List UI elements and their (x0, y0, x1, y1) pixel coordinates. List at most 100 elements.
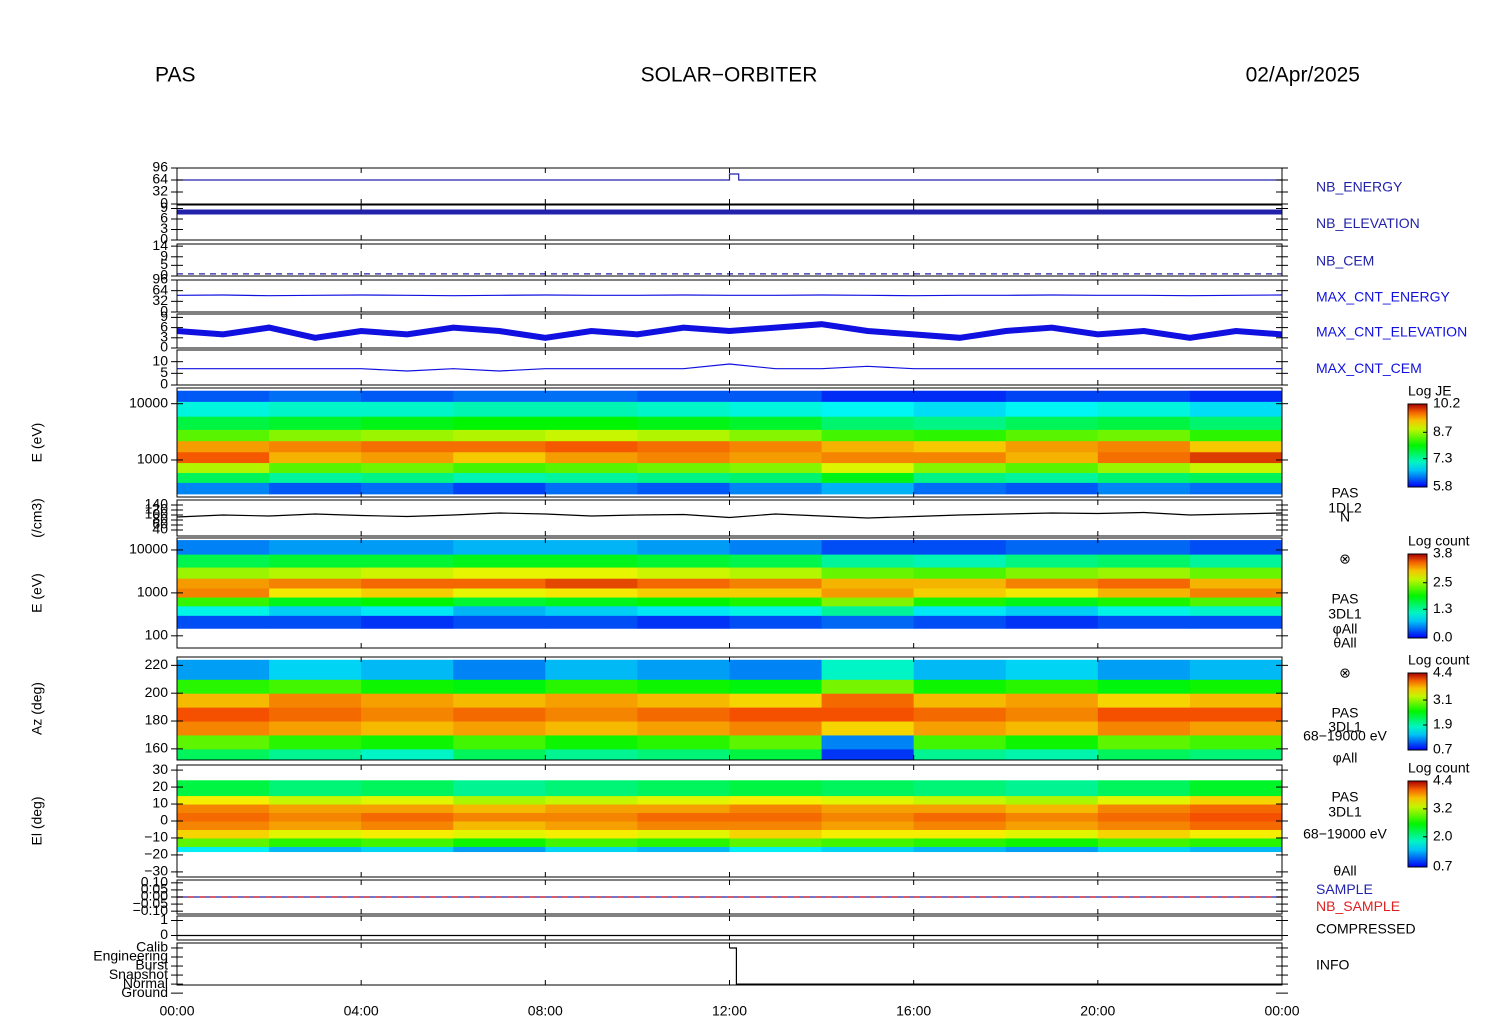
spectrogram-cell (729, 401, 823, 417)
spectrogram-cell (821, 829, 915, 839)
spectrogram-cell (1189, 821, 1283, 830)
y-tick-label: Ground (121, 984, 168, 1000)
y-axis-label: El (deg) (29, 796, 45, 845)
y-tick-label: 0 (160, 267, 168, 283)
spectrogram-cell (269, 401, 362, 417)
spectrogram-cell (1097, 540, 1191, 555)
spectrogram-cell (637, 804, 730, 814)
series-label: MAX_CNT_ENERGY (1316, 289, 1450, 305)
series-line (176, 511, 1283, 519)
spectrogram-cell (637, 429, 730, 442)
spectrogram-cell (361, 482, 454, 495)
colorbar-tick-label: 7.3 (1433, 449, 1453, 465)
spectrogram-cell (269, 734, 362, 750)
spectrogram-cell (545, 693, 638, 708)
spectrogram-cell (269, 837, 362, 847)
spectrogram-cell (913, 615, 1007, 629)
spectrogram-cell (729, 597, 823, 607)
series-label: SAMPLE (1316, 881, 1373, 897)
spectrogram-cell (361, 390, 454, 402)
spectrogram-cell (545, 734, 638, 750)
spectrogram-cell (269, 390, 362, 402)
spectrogram-cell (821, 462, 915, 473)
spectrogram-cell (1097, 401, 1191, 417)
spectrogram-cell (545, 472, 638, 483)
spectrogram-cell (637, 587, 730, 598)
spectrogram-cell (269, 693, 362, 708)
y-tick-label: 180 (145, 712, 169, 728)
spectrogram-cell (361, 615, 454, 629)
spectrogram-cell (1005, 829, 1099, 839)
spectrogram-cell (269, 540, 362, 555)
spectrogram-cell (913, 462, 1007, 473)
spectrogram-cell (1189, 587, 1283, 598)
spectrogram-cell (1005, 846, 1099, 853)
spectrogram-cell (545, 401, 638, 417)
spectrogram-cell (821, 578, 915, 589)
spectrogram-cell (269, 482, 362, 495)
spectrogram-cell (453, 401, 546, 417)
spectrogram-cell (821, 416, 915, 430)
spectrogram-cell (1097, 846, 1191, 853)
spectrogram-cell (913, 804, 1007, 814)
spectrogram-cell (729, 540, 823, 555)
spectrogram-cell (177, 679, 270, 694)
spectrogram-cell (1189, 429, 1283, 442)
spectrogram-cell (453, 780, 546, 797)
spectrogram-cell (269, 440, 362, 453)
spectrogram-cell (913, 837, 1007, 847)
spectrogram-cell (729, 734, 823, 750)
spectrogram-cell (545, 416, 638, 430)
x-tick-label: 12:00 (712, 1003, 747, 1019)
spectrogram-cell (1005, 804, 1099, 814)
spectrogram-cell (269, 451, 362, 464)
y-tick-label: 9 (160, 248, 168, 264)
spectrogram-cell (545, 587, 638, 598)
y-tick-label: 0.00 (141, 888, 168, 904)
spectrogram-cell (177, 462, 270, 473)
y-tick-label: −0.05 (133, 895, 169, 911)
panel-label: 68−19000 eV (1303, 826, 1387, 842)
spectrogram-cell (1005, 780, 1099, 797)
panel-label: 3DL1 (1328, 606, 1362, 622)
panel-label: θAll (1333, 635, 1356, 651)
spectrogram-cell (729, 462, 823, 473)
spectrogram-cell (1005, 554, 1099, 568)
spectrogram-cell (453, 734, 546, 750)
series-label: MAX_CNT_ELEVATION (1316, 324, 1467, 340)
spectrogram-cell (637, 734, 730, 750)
spectrogram-cell (637, 462, 730, 473)
series-label: INFO (1316, 957, 1350, 973)
spectrogram-cell (361, 804, 454, 814)
spectrogram-cell (177, 748, 270, 761)
y-tick-label: 32 (152, 292, 168, 308)
spectrogram-cell (1097, 679, 1191, 694)
spectrogram-cell (729, 587, 823, 598)
spectrogram-cell (177, 837, 270, 847)
spectrogram-cell (1005, 472, 1099, 483)
spectrogram-cell (1189, 837, 1283, 847)
spectrogram-cell (269, 578, 362, 589)
y-axis-label: E (eV) (29, 573, 45, 613)
spectrogram-cell (545, 429, 638, 442)
spectrogram-cell (1005, 795, 1099, 805)
spectrogram-cell (913, 821, 1007, 830)
y-tick-label: 20 (152, 778, 168, 794)
spectrogram-cell (177, 721, 270, 736)
spectrogram-cell (269, 597, 362, 607)
spectrogram-cell (177, 821, 270, 830)
y-tick-label: 140 (145, 496, 169, 512)
y-tick-label: 10 (152, 352, 168, 368)
spectrogram-cell (545, 482, 638, 495)
spectrogram-cell (1189, 597, 1283, 607)
spectrogram-cell (269, 567, 362, 579)
spectrogram-cell (453, 587, 546, 598)
panel-label: 3DL1 (1328, 719, 1362, 735)
spectrogram-cell (545, 659, 638, 680)
y-axis-label: Az (deg) (29, 682, 45, 735)
colorbar-tick-label: 3.1 (1433, 691, 1453, 707)
colorbar (1407, 553, 1428, 639)
spectrogram-cell (1189, 846, 1283, 853)
spectrogram-cell (545, 578, 638, 589)
y-tick-label: 9 (160, 308, 168, 324)
